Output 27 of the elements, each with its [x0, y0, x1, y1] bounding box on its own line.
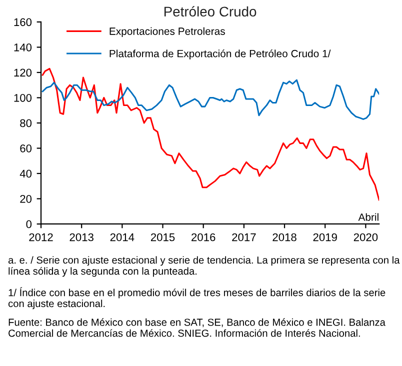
y-tick-label: 0 — [26, 220, 32, 228]
line-series — [42, 68, 380, 201]
chart-title: Petróleo Crudo — [164, 6, 256, 17]
y-tick-label: 160 — [14, 18, 32, 26]
y-tick-label: 20 — [20, 195, 32, 203]
y-tick-label: 140 — [14, 43, 32, 52]
x-tick-label: 2018 — [272, 233, 296, 242]
x-tick-label: 2020 — [354, 233, 378, 242]
x-tick-label: 2015 — [150, 233, 175, 242]
source-note: Fuente: Banco de México con base en SAT, SE, Banco de México e INEGI. Balanza Comercial de Mercancías de México. SNIEG. Información de Interés Nacional. — [8, 318, 386, 337]
text: a. e. / Serie con ajuste estacional y serie de tendencia. La primera se representa con la línea sólida y la segunda con la punteada. — [8, 256, 400, 277]
x-tick-label: 2013 — [70, 233, 94, 242]
x-tick-label: 2019 — [313, 233, 337, 242]
x-tick-label: 2014 — [110, 233, 134, 242]
annotation: Abril — [358, 213, 378, 221]
y-tick-label: 120 — [14, 68, 32, 77]
text: 1/ Índice con base en el promedio móvil de tres meses de barriles diarios de la serie con ajuste estacional. — [8, 287, 386, 310]
x-tick-label: 2017 — [232, 233, 256, 242]
legend-label: Plataforma de Exportación de Petróleo Crudo 1/ — [110, 50, 331, 60]
line-series — [42, 79, 380, 120]
x-tick-label: 2012 — [29, 233, 53, 242]
y-tick-label: 80 — [20, 119, 32, 128]
x-tick-label: 2016 — [192, 233, 216, 242]
y-tick-label: 60 — [20, 144, 32, 152]
y-tick-label: 100 — [14, 94, 32, 102]
legend-label: Exportaciones Petroleras — [110, 27, 225, 38]
y-tick-label: 40 — [20, 170, 32, 178]
